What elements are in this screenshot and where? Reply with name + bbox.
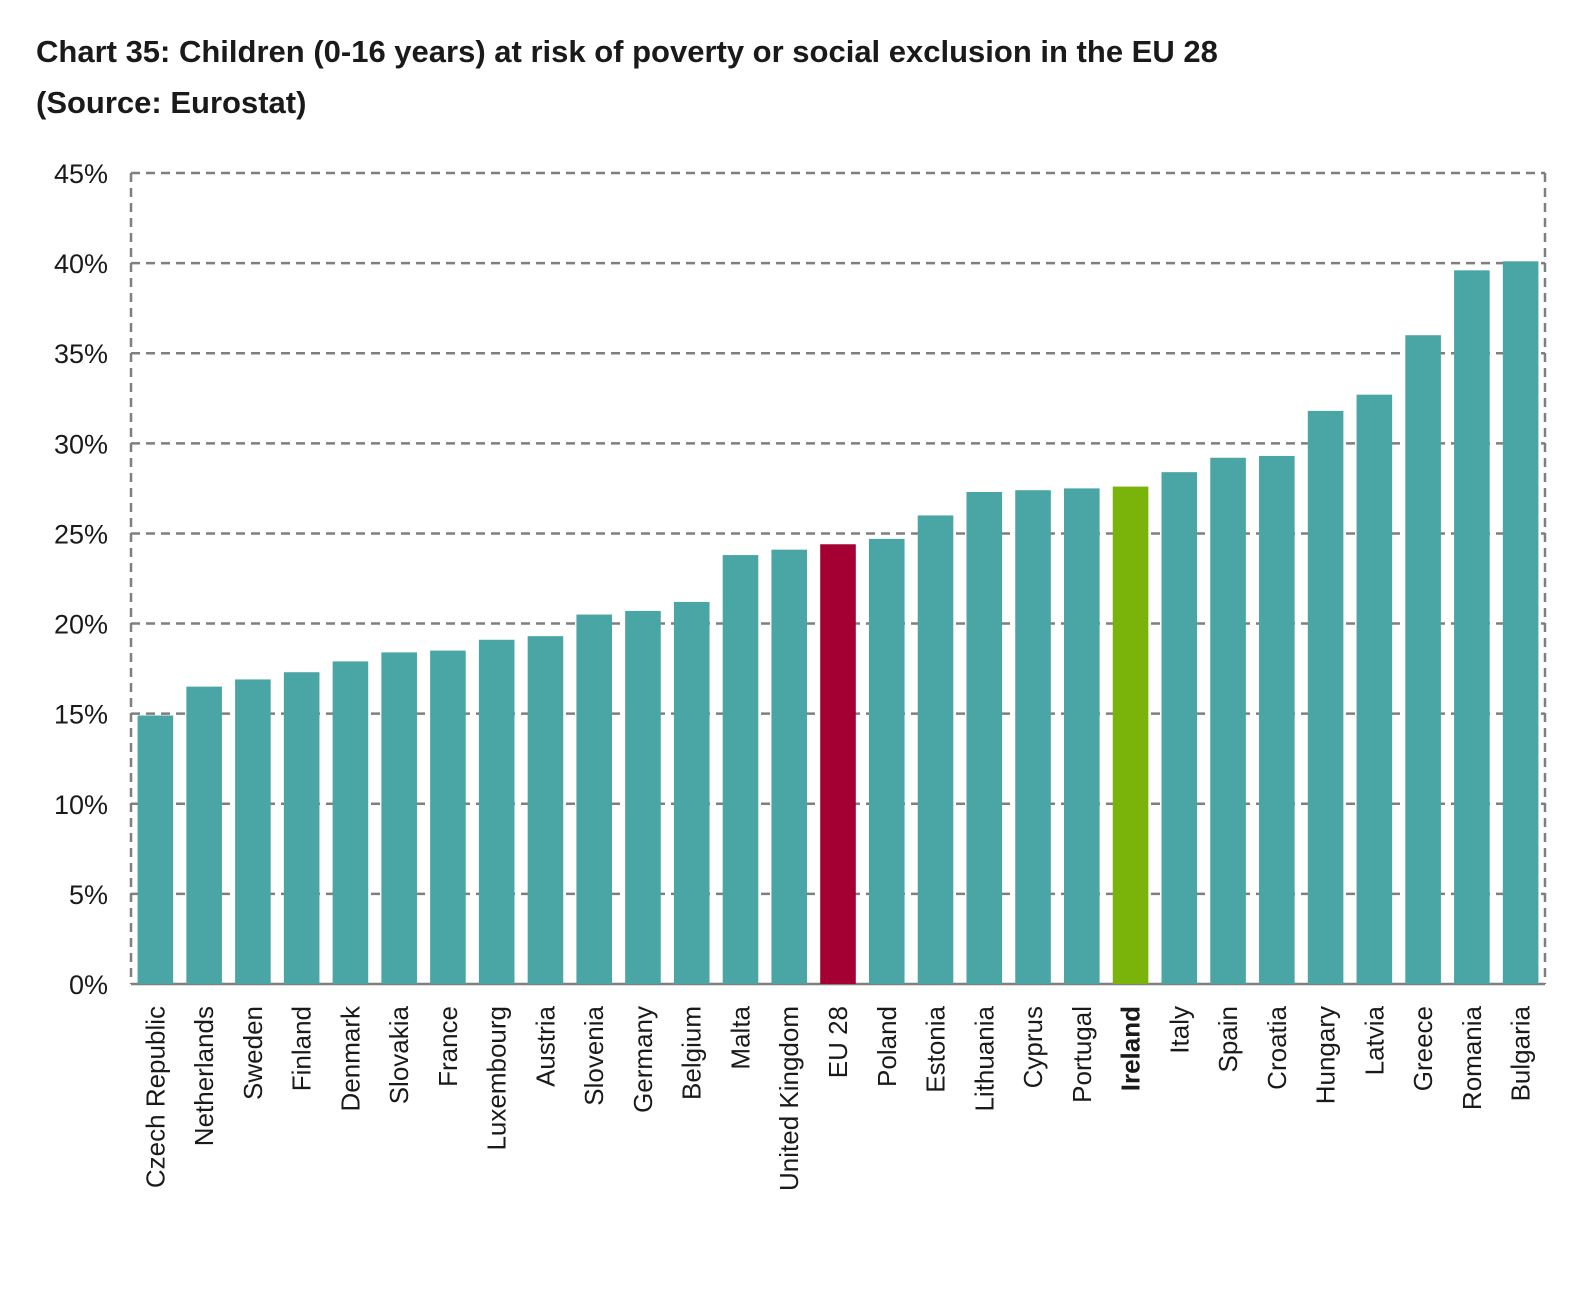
bar-belgium: [673, 601, 710, 984]
bar-slovakia: [381, 652, 417, 984]
x-tick-label: France: [433, 1006, 463, 1087]
chart-title: Chart 35: Children (0-16 years) at risk …: [36, 26, 1536, 128]
x-tick-label: Germany: [628, 1006, 658, 1113]
bar-greece: [1405, 335, 1441, 984]
x-tick-label: Lithuania: [969, 1005, 999, 1111]
y-tick-label: 0%: [69, 970, 108, 1000]
bar-germany: [625, 610, 661, 984]
bar-spain: [1210, 457, 1246, 984]
bar-ireland: [1112, 486, 1149, 984]
x-tick-label: Slovakia: [384, 1005, 414, 1104]
y-tick-label: 20%: [54, 610, 108, 640]
bar-bulgaria: [1502, 261, 1539, 984]
x-tick-label: Finland: [287, 1006, 317, 1091]
y-tick-label: 15%: [54, 700, 108, 730]
bar-italy: [1161, 472, 1198, 984]
bar-lithuania: [966, 491, 1003, 984]
bar-malta: [722, 555, 759, 984]
y-tick-label: 10%: [54, 790, 108, 820]
y-tick-label: 5%: [69, 880, 108, 910]
y-tick-label: 35%: [54, 339, 108, 369]
bar-finland: [283, 672, 320, 984]
x-tick-label: Slovenia: [579, 1005, 609, 1105]
x-tick-label: United Kingdom: [774, 1006, 804, 1191]
bar-denmark: [332, 661, 369, 984]
y-tick-label: 40%: [54, 249, 108, 279]
bar-france: [430, 650, 466, 984]
y-tick-label: 45%: [54, 159, 108, 189]
x-tick-label: Romania: [1457, 1005, 1487, 1110]
x-tick-label: Hungary: [1311, 1006, 1341, 1104]
bar-slovenia: [576, 614, 613, 984]
bar-hungary: [1307, 410, 1344, 985]
x-tick-label: Netherlands: [189, 1006, 219, 1146]
bar-romania: [1454, 270, 1490, 984]
bar-eu-28: [820, 544, 856, 984]
x-tick-label: Bulgaria: [1506, 1005, 1536, 1101]
bar-netherlands: [186, 686, 222, 984]
bar-united-kingdom: [771, 549, 808, 984]
x-axis-labels: Czech Republic Netherlands Sweden Finland De…: [140, 1005, 1535, 1191]
bar-croatia: [1259, 455, 1295, 985]
x-tick-label: Sweden: [238, 1006, 268, 1100]
x-tick-label: EU 28: [823, 1006, 853, 1078]
bar-portugal: [1063, 488, 1100, 984]
x-tick-label: Ireland: [1116, 1006, 1146, 1091]
bar-sweden: [235, 679, 271, 984]
x-tick-label: Spain: [1213, 1006, 1243, 1073]
x-tick-label: Austria: [530, 1005, 560, 1086]
bar-estonia: [917, 515, 954, 984]
x-tick-label: Malta: [725, 1005, 755, 1069]
x-tick-label: Cyprus: [1018, 1006, 1048, 1088]
y-tick-label: 30%: [54, 429, 108, 459]
x-tick-label: Portugal: [1067, 1006, 1097, 1103]
x-tick-label: Italy: [1164, 1006, 1194, 1054]
bar-cyprus: [1015, 490, 1051, 984]
x-tick-label: Poland: [872, 1006, 902, 1087]
x-tick-label: Czech Republic: [140, 1006, 170, 1188]
bar-latvia: [1356, 394, 1393, 984]
bar-layer: [137, 261, 1539, 985]
x-tick-label: Luxembourg: [482, 1006, 512, 1151]
y-axis-labels: 0% 5% 10% 15% 20% 25% 30% 35% 40% 45%: [54, 159, 108, 1000]
x-tick-label: Estonia: [921, 1005, 951, 1092]
chart-title-line1: Chart 35: Children (0-16 years) at risk …: [36, 34, 1218, 69]
bar-czech-republic: [137, 715, 174, 984]
x-tick-label: Croatia: [1262, 1005, 1292, 1089]
bar-poland: [868, 538, 905, 984]
x-tick-label: Denmark: [335, 1005, 365, 1111]
chart-title-line2: (Source: Eurostat): [36, 85, 307, 120]
y-tick-label: 25%: [54, 519, 108, 549]
bar-austria: [527, 636, 564, 984]
x-tick-label: Greece: [1408, 1006, 1438, 1091]
x-tick-label: Latvia: [1359, 1005, 1389, 1075]
bar-luxembourg: [478, 639, 515, 984]
x-tick-label: Belgium: [677, 1006, 707, 1100]
